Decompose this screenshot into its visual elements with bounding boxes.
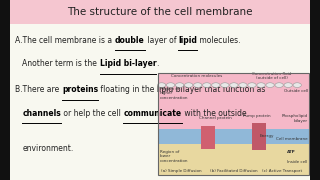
Circle shape (284, 83, 292, 87)
Bar (158, 73, 309, 175)
Text: Outside cell: Outside cell (284, 89, 308, 93)
Circle shape (212, 83, 220, 87)
Bar (201, 126, 215, 149)
Text: Channel protein: Channel protein (199, 116, 232, 120)
Text: channels: channels (22, 109, 61, 118)
Text: or help the cell: or help the cell (61, 109, 124, 118)
Text: Region of
lower
concentration: Region of lower concentration (160, 150, 188, 163)
Circle shape (185, 83, 193, 87)
Text: Energy: Energy (260, 134, 274, 138)
Text: molecules.: molecules. (197, 36, 241, 45)
Bar (158, 144, 309, 175)
Bar (10, 0, 310, 24)
Circle shape (157, 83, 166, 87)
Text: with the outside: with the outside (181, 109, 246, 118)
Text: double: double (115, 36, 145, 45)
Text: (b) Facilitated Diffusion: (b) Facilitated Diffusion (210, 169, 258, 173)
Text: (c) Active Transport: (c) Active Transport (262, 169, 302, 173)
Circle shape (176, 83, 184, 87)
Text: Region of
higher
concentration: Region of higher concentration (160, 87, 188, 100)
Bar (158, 129, 309, 137)
Text: (a) Simple Diffusion: (a) Simple Diffusion (161, 169, 201, 173)
Text: Concentration fluid
(outside of cell): Concentration fluid (outside of cell) (252, 72, 292, 80)
Bar (158, 73, 309, 132)
Circle shape (194, 83, 202, 87)
Text: floating in the lipid bilayer that function as: floating in the lipid bilayer that funct… (98, 86, 266, 94)
Circle shape (248, 83, 256, 87)
Circle shape (266, 83, 274, 87)
Text: Lipid bi-layer: Lipid bi-layer (100, 59, 156, 68)
Bar (310, 0, 320, 180)
Bar (0, 0, 10, 180)
Text: layer of: layer of (145, 36, 179, 45)
Text: The structure of the cell membrane: The structure of the cell membrane (67, 7, 253, 17)
Text: B.There are: B.There are (15, 86, 62, 94)
Text: Another term is the: Another term is the (22, 59, 100, 68)
Circle shape (221, 83, 229, 87)
Text: Cell membrane: Cell membrane (276, 137, 308, 141)
Circle shape (257, 83, 265, 87)
Circle shape (166, 83, 175, 87)
Text: Concentration molecules: Concentration molecules (171, 74, 222, 78)
Text: .: . (156, 59, 159, 68)
Text: ATP: ATP (287, 150, 296, 154)
Text: proteins: proteins (62, 86, 98, 94)
Text: communicate: communicate (124, 109, 181, 118)
Text: A.The cell membrane is a: A.The cell membrane is a (15, 36, 115, 45)
Text: lipid: lipid (179, 36, 197, 45)
Circle shape (275, 83, 283, 87)
Bar (252, 123, 266, 150)
Text: Inside cell: Inside cell (287, 160, 308, 164)
Text: Phospholipid
bilayer: Phospholipid bilayer (282, 114, 308, 123)
Circle shape (293, 83, 301, 87)
Text: Pump protein: Pump protein (243, 114, 270, 118)
Bar (10, 24, 310, 180)
Circle shape (239, 83, 247, 87)
Circle shape (203, 83, 211, 87)
Circle shape (230, 83, 238, 87)
Text: environment.: environment. (22, 144, 74, 153)
Bar (158, 136, 309, 144)
